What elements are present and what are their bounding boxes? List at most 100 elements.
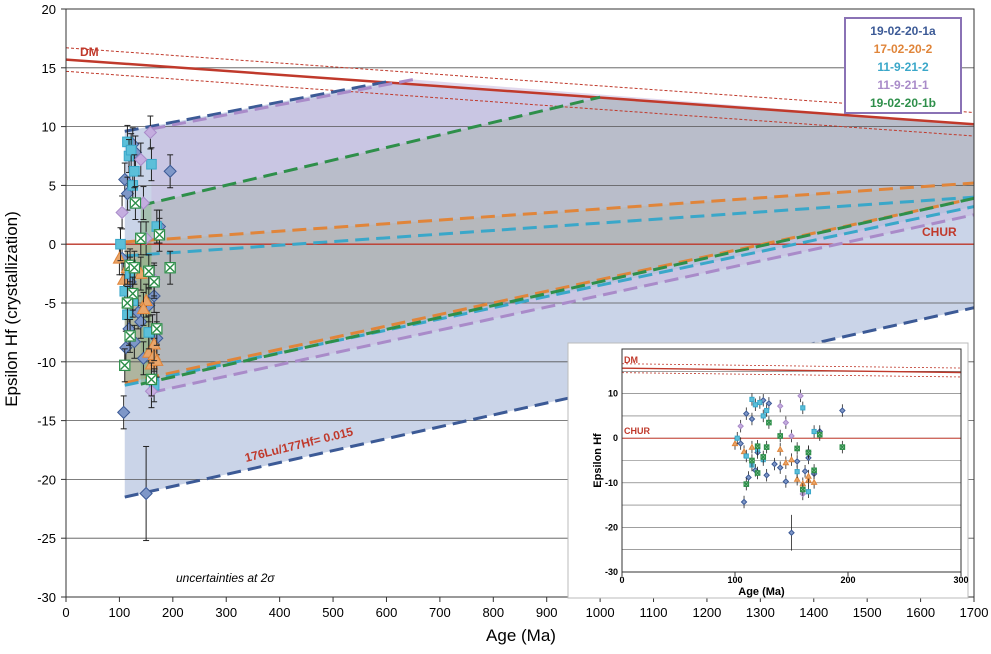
point-11-9-21-1-0: [115, 195, 129, 230]
inset-marker: [794, 445, 800, 452]
inset-dm-label: DM: [624, 355, 638, 365]
inset-marker: [745, 474, 752, 481]
inset-marker: [765, 400, 773, 407]
inset-marker: [754, 443, 761, 450]
x-tick-label-200: 200: [162, 605, 184, 620]
inset-marker: [839, 407, 846, 414]
marker-cross: [130, 198, 141, 208]
legend-entry-11-9-21-2: 11-9-21-2: [877, 60, 929, 74]
inset-marker: [797, 392, 804, 400]
marker: [143, 125, 158, 140]
inset-y-tick-label--20: -20: [605, 522, 618, 532]
marker-cross: [154, 230, 165, 240]
inset-marker: [757, 399, 763, 406]
inset-marker: [788, 455, 795, 463]
inset-x-axis-title: Age (Ma): [738, 586, 785, 598]
inset-point-11-9-21-2-9: [800, 401, 806, 415]
inset-point-11-9-21-2-10: [805, 485, 812, 498]
inset-marker-cross: [811, 467, 817, 473]
envelope-bottom-17-02-20-2: [124, 196, 975, 385]
inset-marker-cross: [794, 446, 800, 451]
inset-frame: [621, 348, 962, 573]
inset-point-19-02-20-1b-2: [766, 416, 772, 429]
marker: [119, 359, 131, 372]
inset-marker: [788, 432, 795, 440]
envelope-bottom-19-02-20-1b: [140, 196, 975, 386]
point-19-02-20-1b-2: [129, 186, 142, 221]
marker-cross: [165, 263, 175, 273]
inset-marker: [749, 396, 755, 402]
inset-point-11-9-21-2-5: [734, 431, 740, 445]
inset-marker: [782, 419, 790, 426]
point-19-02-20-1b-12: [143, 254, 155, 289]
inset-point-19-02-20-1a-3: [745, 471, 752, 484]
dm-line: [65, 58, 975, 126]
marker: [115, 238, 126, 250]
inset-point-19-02-20-1b-7: [799, 483, 806, 496]
marker-cross: [152, 324, 162, 334]
inset-point-17-02-20-2-10: [805, 469, 812, 483]
inset-marker-cross: [806, 450, 811, 455]
marker: [115, 205, 129, 220]
marker: [129, 197, 142, 209]
inset-marker: [839, 444, 846, 450]
inset-marker: [731, 439, 739, 447]
marker: [127, 180, 139, 191]
inset-marker: [737, 440, 744, 447]
inset-point-19-02-20-1a-9: [776, 461, 784, 474]
inset-point-19-02-20-1b-13: [763, 440, 770, 454]
x-tick-label-1100: 1100: [640, 605, 668, 620]
inset-chart: 0 100 200 300 -30 -20 -10 0 10 Age (Ma) Epsilon Hf…: [567, 342, 969, 599]
inset-point-19-02-20-1b-1: [760, 450, 767, 464]
inset-point-19-02-20-1a-1: [748, 412, 756, 426]
marker: [121, 297, 134, 309]
marker: [135, 232, 147, 245]
x-tick-label-0: 0: [62, 605, 69, 620]
inset-point-11-9-21-2-6: [743, 449, 749, 463]
inset-point-19-02-20-1a-6: [765, 397, 773, 410]
uncertainty-annotation: uncertainties at 2σ: [176, 571, 275, 585]
inset-point-19-02-20-1b-5: [754, 466, 761, 480]
marker: [134, 152, 148, 167]
inset-point-19-02-20-1b-6: [777, 429, 784, 443]
inset-marker: [811, 467, 817, 474]
x-tick-label-1400: 1400: [799, 605, 828, 620]
inset-marker: [810, 478, 818, 485]
inset-point-11-9-21-2-11: [811, 425, 817, 438]
inset-marker-cross: [800, 487, 806, 492]
inset-marker: [737, 422, 744, 430]
inset-point-19-02-20-1b-10: [816, 428, 823, 441]
inset-point-11-9-21-1-0: [737, 419, 744, 433]
inset-marker: [763, 471, 770, 479]
marker-cross: [129, 263, 140, 273]
envelope-lines: [124, 78, 975, 499]
inset-marker: [743, 481, 750, 487]
inset-x-tick-label-100: 100: [727, 575, 742, 585]
marker: [148, 276, 160, 288]
inset-marker: [788, 529, 795, 537]
marker: [128, 262, 141, 274]
y-axis-title: Epsilon Hf (crystallization): [2, 211, 21, 407]
inset-marker-cross: [766, 420, 772, 425]
inset-marker: [749, 457, 755, 464]
inset-point-19-02-20-1a-16: [839, 404, 846, 417]
inset-marker: [760, 413, 766, 419]
marker: [143, 265, 155, 277]
marker: [125, 144, 137, 156]
inset-y-tick-label--10: -10: [605, 478, 618, 488]
legend: 19-02-20-1a 17-02-20-2 11-9-21-2 11-9-21-1 1…: [844, 17, 962, 114]
point-11-9-21-2-4: [129, 154, 140, 189]
x-tick-label-100: 100: [109, 605, 131, 620]
point-11-9-21-1-1: [134, 142, 148, 177]
inset-point-19-02-20-1a-19: [763, 468, 770, 482]
marker: [145, 373, 158, 386]
inset-point-19-02-20-1b-11: [839, 440, 846, 454]
legend-entry-19-02-20-1b: 19-02-20-1b: [870, 96, 936, 110]
envelope-bottom-11-9-21-1: [151, 213, 975, 394]
marker-cross: [146, 374, 157, 385]
inset-marker-cross: [743, 481, 749, 487]
inset-point-19-02-20-1b-8: [805, 446, 812, 459]
inset-marker: [748, 443, 756, 450]
marker: [116, 405, 131, 420]
